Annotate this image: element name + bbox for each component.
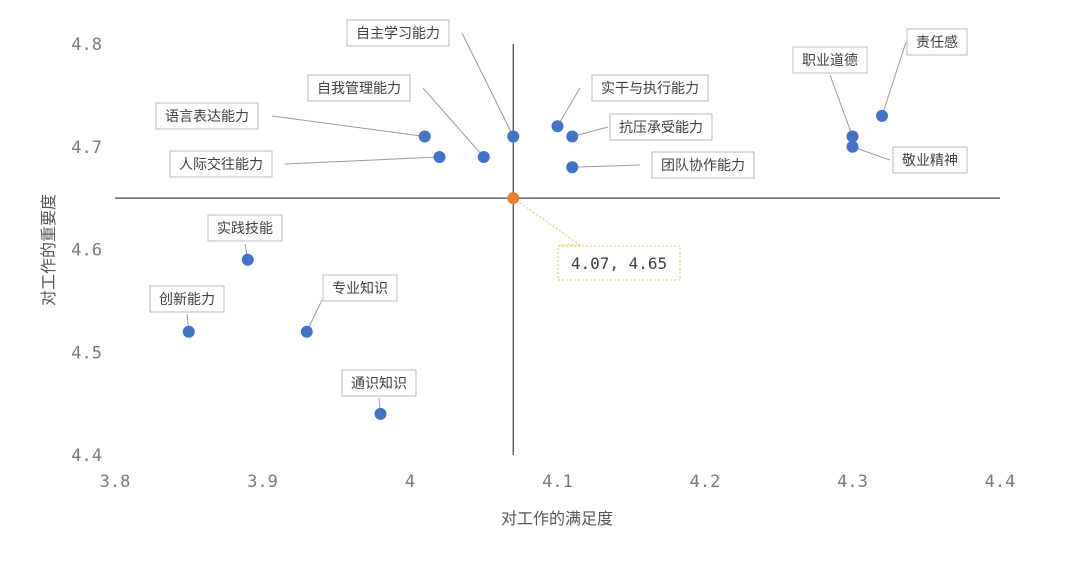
leader-line <box>572 126 609 137</box>
data-point <box>433 151 446 164</box>
data-label-box <box>155 102 259 130</box>
leader-line <box>284 156 440 165</box>
leader-line <box>422 87 485 158</box>
data-label-box <box>892 146 968 174</box>
data-label-box <box>341 369 417 397</box>
data-point <box>846 130 859 143</box>
y-tick-label: 4.6 <box>71 241 102 261</box>
data-label-box <box>591 74 709 102</box>
x-tick-label: 4.3 <box>837 472 868 492</box>
x-tick-label: 4.4 <box>985 472 1016 492</box>
data-label-box <box>169 150 273 178</box>
y-tick-label: 4.8 <box>71 35 102 55</box>
data-label-box <box>609 113 713 141</box>
y-tick-label: 4.4 <box>71 446 102 466</box>
data-label-box <box>322 274 398 302</box>
reference-callout-box <box>557 245 681 281</box>
y-tick-label: 4.5 <box>71 343 102 363</box>
data-label-box <box>792 46 868 74</box>
data-label: 语言表达能力 <box>165 109 249 125</box>
reference-point <box>507 192 520 205</box>
data-point <box>374 407 387 420</box>
crosshair <box>115 44 1000 455</box>
data-label-box <box>149 285 225 313</box>
data-label: 抗压承受能力 <box>619 120 703 136</box>
reference-callout-leader <box>512 197 582 246</box>
leader-line <box>557 87 581 127</box>
data-point <box>507 130 520 143</box>
data-label-box <box>207 214 283 242</box>
data-points <box>182 109 888 420</box>
data-label-box <box>346 19 450 47</box>
data-label-box <box>307 74 411 102</box>
data-point <box>241 253 254 266</box>
x-tick-label: 4.2 <box>690 472 721 492</box>
data-label: 实践技能 <box>217 221 273 237</box>
data-point <box>182 325 195 338</box>
y-tick-label: 4.7 <box>71 138 102 158</box>
leader-line <box>572 164 641 168</box>
x-axis-title: 对工作的满足度 <box>501 509 613 528</box>
data-point <box>300 325 313 338</box>
leader-line <box>881 41 907 117</box>
data-label: 责任感 <box>916 34 958 51</box>
data-label: 自主学习能力 <box>356 26 440 42</box>
data-label: 创新能力 <box>159 292 215 308</box>
data-point <box>566 161 579 174</box>
data-point <box>551 120 564 133</box>
leader-line <box>852 146 891 161</box>
data-label-box <box>906 28 968 56</box>
leader-line <box>461 32 514 137</box>
x-tick-label: 3.8 <box>100 472 131 492</box>
data-label: 团队协作能力 <box>661 158 745 174</box>
data-label: 自我管理能力 <box>317 81 401 97</box>
data-label: 实干与执行能力 <box>601 81 699 97</box>
data-label: 人际交往能力 <box>179 156 263 173</box>
data-point <box>418 130 431 143</box>
reference-callout-label: 4.07, 4.65 <box>571 254 667 273</box>
x-tick-label: 4.1 <box>542 472 573 492</box>
data-label-box <box>651 151 755 179</box>
x-tick-label: 3.9 <box>247 472 278 492</box>
leader-line <box>271 115 425 137</box>
leader-line <box>829 74 853 137</box>
x-tick-label: 4 <box>405 472 415 492</box>
data-label: 专业知识 <box>332 280 388 297</box>
y-axis-title: 对工作的重要度 <box>39 194 58 306</box>
data-point <box>566 130 579 143</box>
data-point <box>876 109 888 122</box>
data-point <box>477 151 490 164</box>
data-point <box>846 140 859 153</box>
axes-layer: 3.8 3.9 4 4.1 4.2 4.3 4.4 4.4 4.5 4.6 4.7 4.8 <box>71 35 1015 492</box>
data-label: 通识知识 <box>351 375 407 392</box>
leader-lines <box>186 32 907 414</box>
data-label: 职业道德 <box>802 53 858 69</box>
data-label: 敬业精神 <box>902 153 958 169</box>
